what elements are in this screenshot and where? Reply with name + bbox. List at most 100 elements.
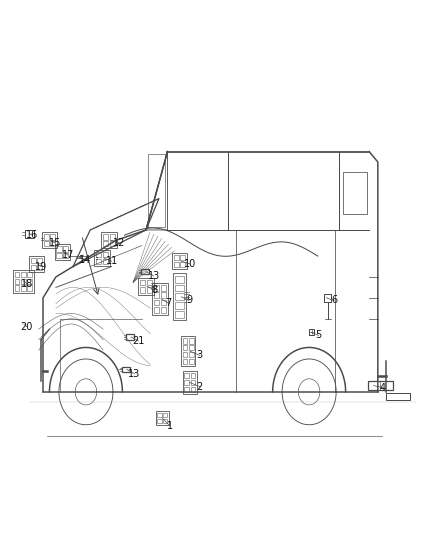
Text: 4: 4 [380,383,386,393]
Bar [147,280,152,286]
Bar [50,235,55,240]
Text: 9: 9 [186,295,192,305]
Bar [42,232,57,248]
Bar [27,272,32,277]
Bar [183,345,187,350]
Bar [189,352,194,357]
Text: 20: 20 [21,321,33,332]
Text: 16: 16 [26,230,39,240]
Bar [31,258,36,263]
Text: 3: 3 [197,350,203,360]
Bar [15,272,19,277]
Bar [15,285,19,290]
Text: 5: 5 [315,330,321,341]
Bar [183,352,187,357]
Bar [140,287,145,293]
Bar [163,419,167,423]
Bar [386,393,410,400]
Bar [184,380,189,385]
Bar [191,373,195,378]
Bar [55,244,70,261]
Bar [163,413,167,417]
Bar [152,282,167,315]
Bar [161,307,166,313]
Bar [21,279,26,284]
Bar [103,241,108,246]
Bar [184,373,189,378]
Bar [141,269,149,274]
Text: 18: 18 [21,279,33,289]
Bar [27,279,32,284]
Bar [175,285,184,292]
Text: 10: 10 [184,259,196,269]
Bar [25,230,34,238]
Bar [31,265,36,270]
Bar [161,285,166,290]
Bar [21,285,26,290]
Bar [184,386,189,392]
Bar [181,336,195,366]
Bar [154,307,159,313]
Bar [367,381,393,390]
Bar [101,232,117,248]
Bar [21,272,26,277]
Bar [175,311,184,318]
Bar [155,410,169,425]
Text: 6: 6 [331,295,337,305]
Bar [183,338,187,344]
Bar [27,285,32,290]
Bar [173,255,179,261]
Bar [29,256,44,272]
Bar [95,250,110,266]
Bar [96,259,102,264]
Bar [175,293,184,300]
Bar [103,259,108,264]
Bar [37,258,42,263]
Bar [147,287,152,293]
Text: 8: 8 [152,285,158,295]
Bar [183,359,187,364]
Bar [37,265,42,270]
Bar [189,359,194,364]
Bar [13,270,34,293]
Bar [189,345,194,350]
Text: 12: 12 [113,238,126,248]
Bar [154,292,159,298]
Bar [110,241,115,246]
Bar [161,300,166,305]
Bar [191,386,195,392]
Text: 19: 19 [35,262,47,271]
Bar [43,241,49,246]
Text: 1: 1 [166,421,173,431]
Text: 14: 14 [79,255,91,265]
Text: 7: 7 [165,298,171,308]
Text: 21: 21 [132,336,145,346]
Bar [189,338,194,344]
Bar [161,292,166,298]
Bar [154,300,159,305]
Bar [180,262,185,267]
Bar [63,253,68,259]
Bar [122,367,130,372]
Bar [96,252,102,257]
Bar [15,279,19,284]
Bar [180,255,185,261]
Bar [43,235,49,240]
Bar [57,253,62,259]
Text: 2: 2 [197,382,203,392]
Bar [175,302,184,309]
Bar [57,246,62,252]
Bar [191,380,195,385]
Bar [172,253,187,269]
Bar [175,276,184,282]
Bar [63,246,68,252]
Bar [343,173,367,214]
Text: 17: 17 [62,250,74,260]
Bar [103,252,108,257]
Text: 15: 15 [49,238,61,248]
Bar [157,413,162,417]
Bar [154,285,159,290]
Bar [140,280,145,286]
Bar [126,334,134,340]
Bar [110,235,115,240]
